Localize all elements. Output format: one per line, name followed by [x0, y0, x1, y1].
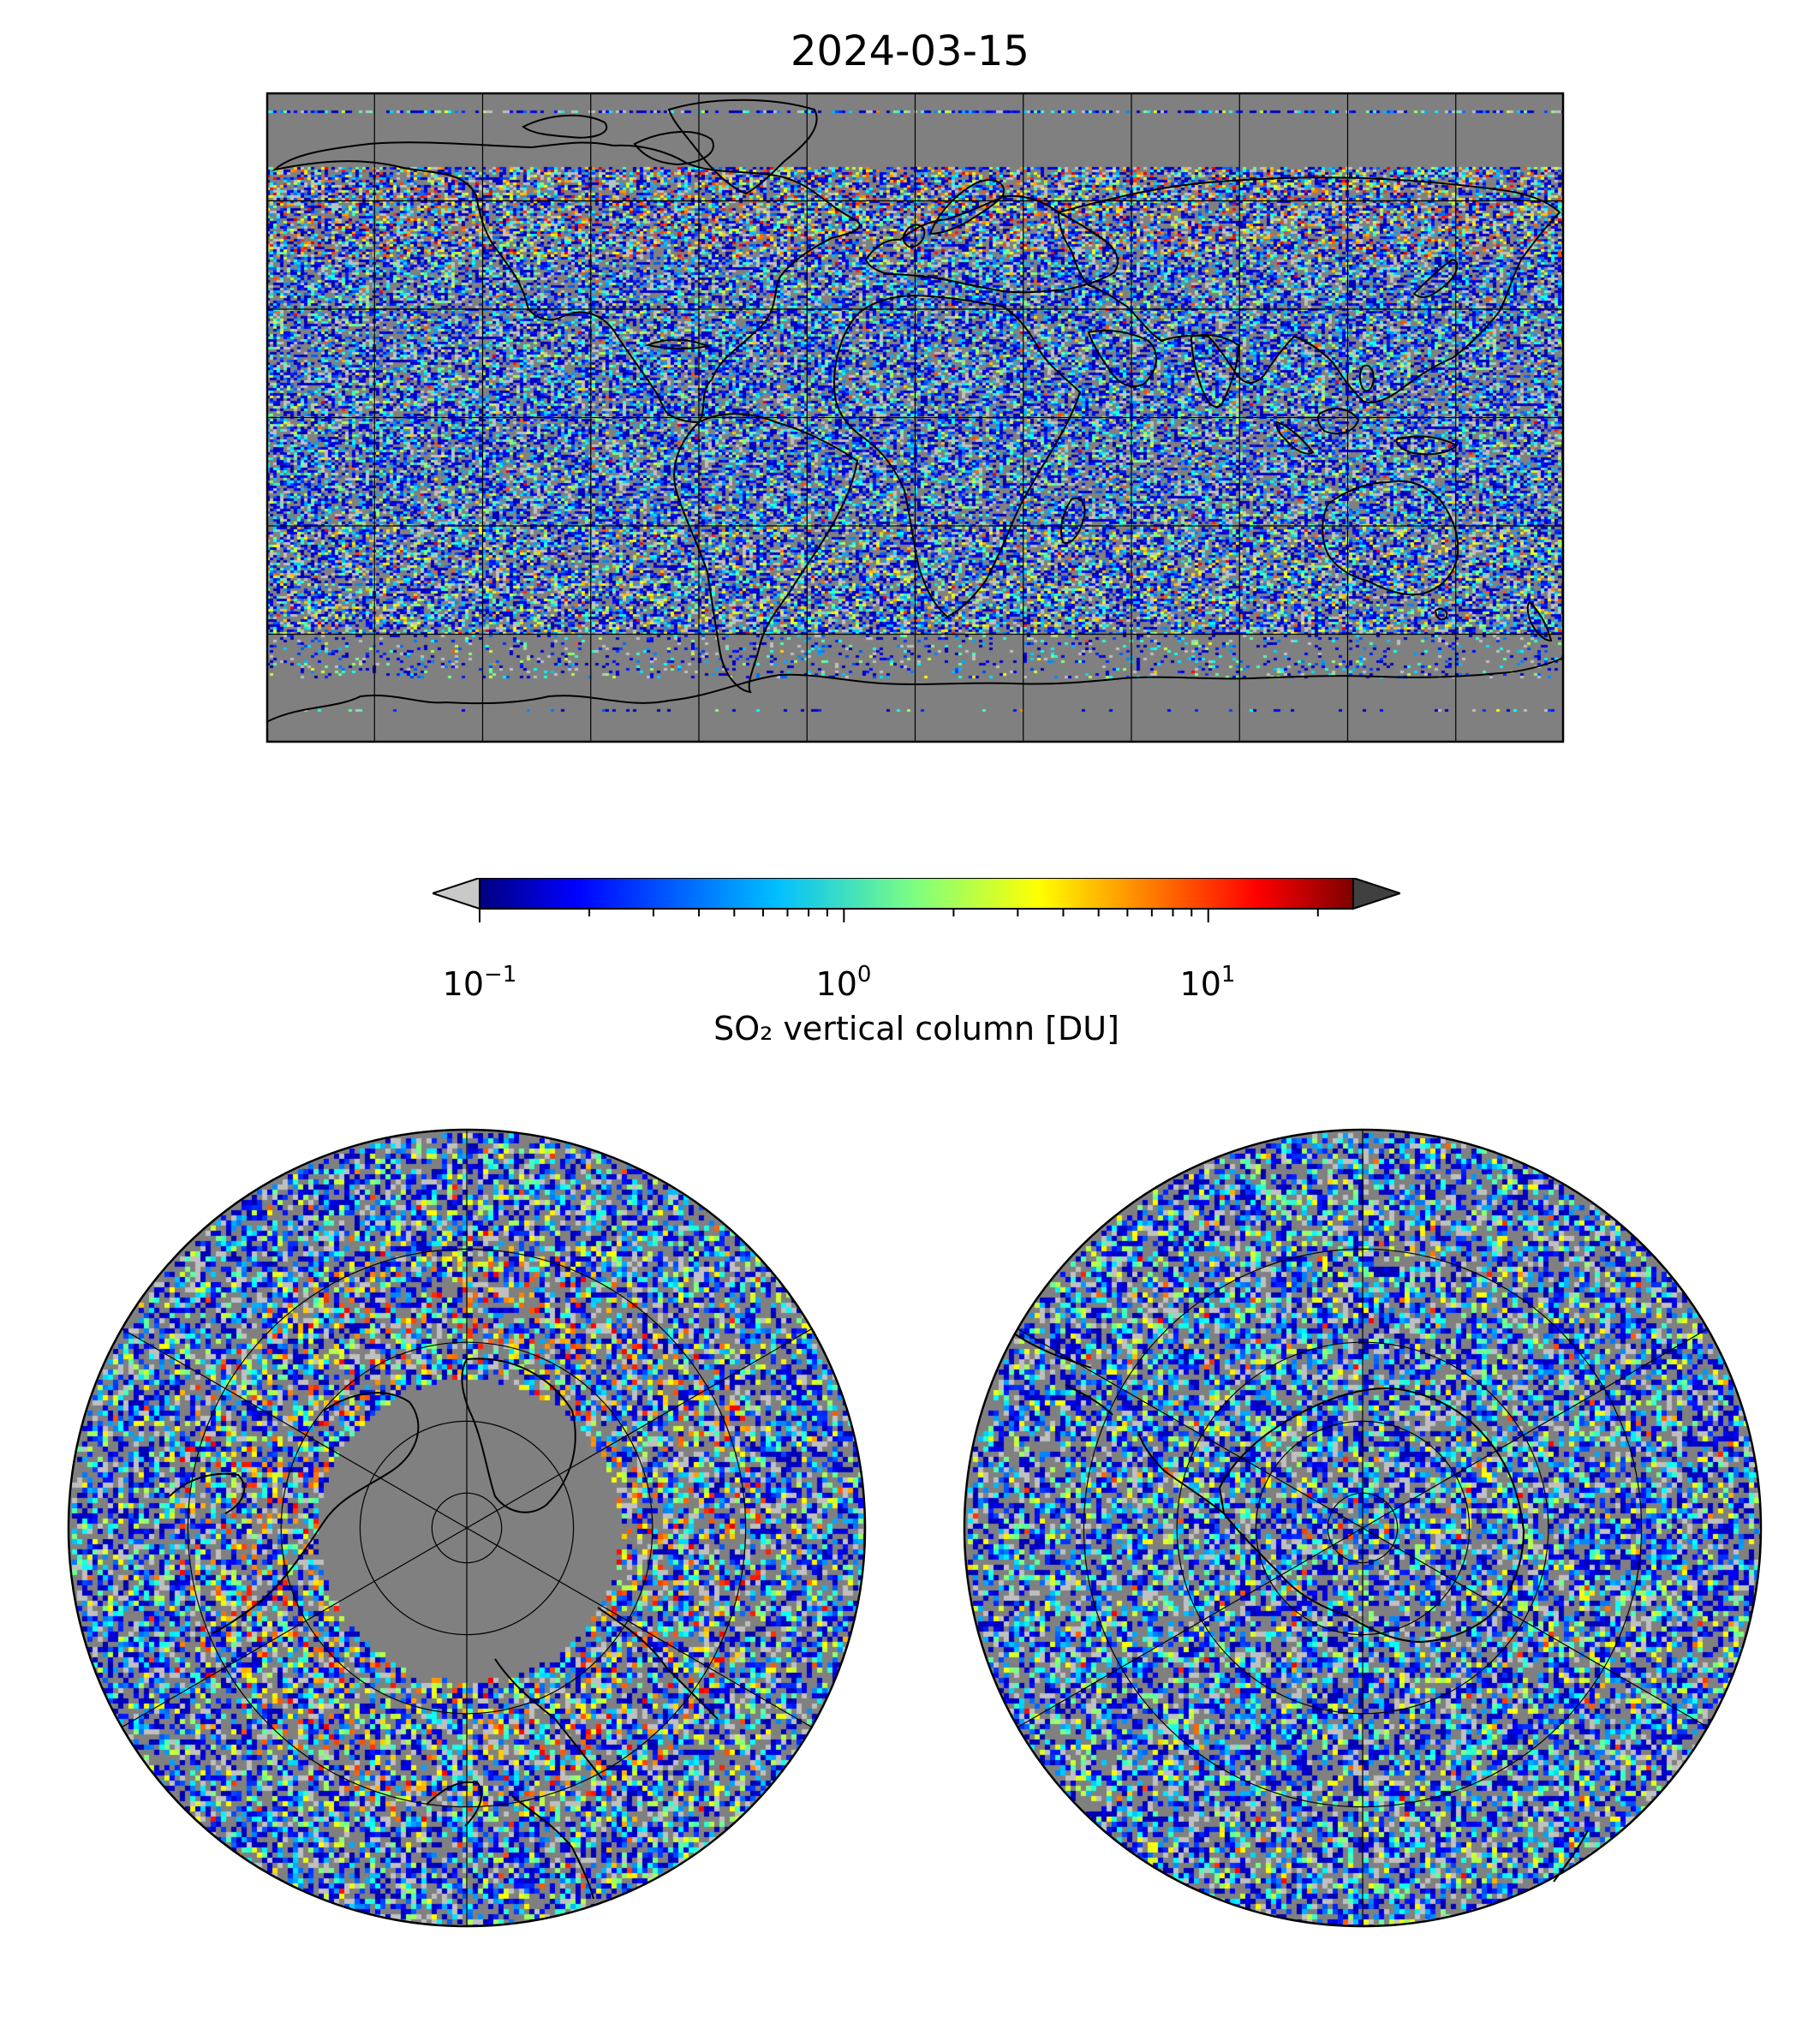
coastline-india — [1190, 334, 1240, 408]
south-polar-map-panel — [963, 1128, 1763, 1928]
parallel-circle — [1083, 1248, 1643, 1808]
figure-title: 2024-03-15 — [791, 27, 1029, 75]
coastline-arabia — [1087, 330, 1157, 388]
coastline-greenland — [667, 98, 818, 195]
coastline-scandinavia — [928, 179, 1005, 236]
meridian-line — [1362, 1527, 1709, 1728]
north-polar-overlay — [67, 1128, 867, 1928]
south-polar-coastlines — [1013, 1333, 1589, 1883]
coastline-africa — [833, 295, 1082, 618]
meridian-line — [466, 1328, 813, 1529]
coastline-new-zealand-south — [1553, 1829, 1589, 1883]
south-polar-overlay — [963, 1128, 1763, 1928]
global-map-panel — [266, 92, 1565, 743]
meridian-line — [1017, 1328, 1364, 1529]
coastline-south-america — [673, 413, 859, 694]
parallel-circle — [431, 1492, 503, 1564]
colorbar-tick-label-0.1: 10−1 — [442, 962, 517, 1003]
coastline-south-america-tip — [1013, 1333, 1113, 1416]
coastline-europe — [864, 194, 1119, 294]
coastline-north-europe — [511, 1795, 594, 1900]
coastline-north-alaska — [169, 1472, 246, 1514]
global-coastlines — [266, 98, 1565, 723]
coastline-madagascar — [1060, 497, 1086, 544]
coastline-new-guinea — [1395, 435, 1459, 456]
coastline-north-greenland — [461, 1358, 576, 1513]
meridian-line — [1362, 1328, 1709, 1529]
meridian-line — [121, 1328, 468, 1529]
colorbar-label: SO₂ vertical column [DU] — [713, 1010, 1119, 1047]
colorbar: 10−1 100 101 SO₂ vertical column [DU] — [429, 876, 1404, 1049]
meridian-line — [466, 1527, 813, 1728]
parallel-circle — [1255, 1420, 1471, 1636]
coastline-north-siberia — [494, 1607, 719, 1780]
coastline-sumatra — [1275, 421, 1315, 455]
north-polar-frame — [67, 1128, 867, 1928]
global-graticule — [266, 92, 1564, 743]
colorbar-under-extension — [429, 876, 480, 910]
colorbar-tick-label-10: 101 — [1179, 962, 1236, 1003]
coastline-new-zealand — [1526, 600, 1553, 642]
coastline-antarctica-south — [1218, 1387, 1525, 1644]
parallel-circle — [280, 1341, 653, 1715]
parallel-circle — [359, 1420, 575, 1636]
north-polar-map-panel — [67, 1128, 867, 1928]
coastline-baffin — [633, 130, 714, 166]
south-polar-graticule — [1017, 1130, 1709, 1926]
colorbar-tick-label-1: 100 — [815, 962, 872, 1003]
coastline-north-canada — [212, 1392, 420, 1634]
colorbar-ticks — [479, 909, 1319, 922]
coastline-tasmania — [1434, 607, 1448, 621]
coastline-arctic-islands — [522, 114, 608, 139]
coastline-british-isles — [902, 224, 926, 248]
coastline-australia — [1322, 480, 1459, 596]
global-map-frame — [266, 92, 1565, 743]
meridian-line — [121, 1527, 468, 1728]
coastline-philippines — [1358, 364, 1375, 392]
colorbar-over-extension — [1352, 876, 1404, 910]
coastline-antarctica — [266, 657, 1565, 723]
coastline-cuba — [644, 338, 711, 349]
south-polar-frame — [963, 1128, 1763, 1928]
north-polar-graticule — [121, 1130, 813, 1926]
parallel-circle — [1176, 1341, 1549, 1715]
meridian-line — [1017, 1527, 1364, 1728]
coastline-asia — [1057, 176, 1561, 403]
parallel-circle — [187, 1248, 747, 1808]
coastline-north-scandinavia — [426, 1781, 482, 1827]
global-map-overlay — [266, 92, 1565, 743]
coastline-japan — [1412, 258, 1459, 299]
colorbar-graphic — [429, 876, 1404, 922]
coastline-north-america — [272, 141, 861, 424]
coastline-borneo — [1316, 408, 1360, 435]
colorbar-gradient — [479, 877, 1354, 910]
north-polar-coastlines — [169, 1358, 719, 1900]
parallel-circle — [1327, 1492, 1399, 1564]
coastline-antarctic-peninsula — [1137, 1431, 1225, 1514]
